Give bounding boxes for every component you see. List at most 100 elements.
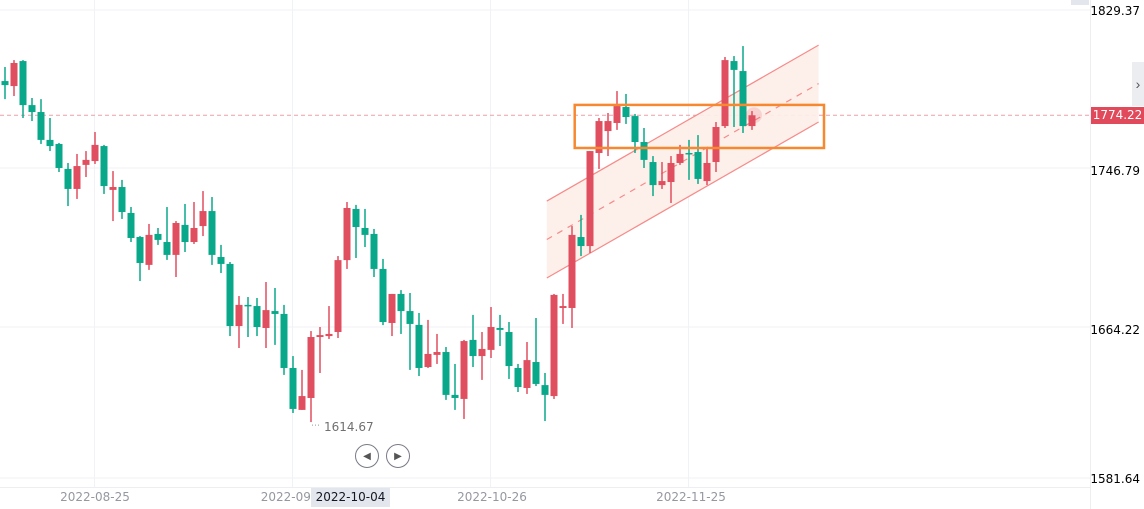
candle-down	[127, 212, 135, 238]
date-tick: 2022-11-25	[656, 490, 726, 504]
candle-up	[316, 335, 324, 338]
candle-down	[244, 304, 252, 307]
date-tick: 2022-09-	[260, 490, 316, 504]
candle-up	[550, 294, 558, 397]
candle-down	[640, 142, 648, 160]
candle-down	[181, 224, 189, 243]
candle-down	[415, 324, 423, 368]
candle-down	[685, 152, 693, 155]
candle-down	[136, 237, 144, 263]
candle-down	[442, 352, 450, 395]
candle-up	[199, 211, 207, 227]
candle-up	[325, 333, 333, 337]
candle-down	[730, 61, 738, 70]
candle-down	[514, 367, 522, 388]
candle-down	[100, 146, 108, 187]
price-tick: 1829.37	[1090, 4, 1140, 18]
candle-up	[559, 306, 567, 308]
candle-up	[82, 159, 90, 165]
scroll-right-button[interactable]: ›	[1132, 62, 1144, 106]
candle-down	[694, 152, 702, 179]
candle-down	[217, 257, 225, 264]
candle-up	[91, 144, 99, 162]
candle-up	[460, 341, 468, 399]
hover-glow	[746, 107, 762, 124]
candle-down	[649, 162, 657, 186]
highlight-rectangle	[573, 103, 826, 150]
candle-up	[109, 187, 117, 190]
candle-down	[46, 139, 54, 147]
last-price-label: 1774.22	[1091, 107, 1144, 124]
candle-up	[343, 207, 351, 261]
candle-up	[595, 121, 603, 153]
candle-down	[55, 143, 63, 168]
candle-down	[280, 313, 288, 368]
candle-up	[190, 227, 198, 243]
candle-down	[406, 311, 414, 324]
candle-up	[523, 360, 531, 388]
scroll-to-end-button[interactable]: ▶	[386, 444, 410, 468]
candle-up	[424, 353, 432, 368]
candle-down	[361, 227, 369, 235]
price-tick: 1581.64	[1090, 472, 1140, 486]
candle-up	[388, 293, 396, 323]
candle-up	[262, 310, 270, 328]
candle-down	[208, 211, 216, 255]
candles	[1, 46, 762, 423]
candle-down	[289, 367, 297, 409]
candle-down	[253, 306, 261, 328]
candle-down	[271, 311, 279, 314]
scroll-to-start-button[interactable]: ◀	[355, 444, 379, 468]
candle-up	[334, 260, 342, 333]
skip-forward-icon: ▶	[394, 450, 402, 462]
candle-up	[676, 153, 684, 163]
candle-down	[64, 168, 72, 189]
low-price-marker: 1614.67	[324, 420, 374, 434]
toolbar-stub	[1071, 0, 1089, 5]
candle-down	[154, 233, 162, 240]
candle-up	[10, 62, 18, 87]
candle-up	[298, 396, 306, 410]
candle-down	[19, 61, 27, 106]
candle-up	[613, 106, 621, 123]
candle-down	[226, 263, 234, 327]
candle-down	[451, 394, 459, 398]
candle-down	[505, 332, 513, 367]
candle-up	[721, 60, 729, 127]
candle-down	[496, 327, 504, 330]
candle-up	[478, 348, 486, 357]
candle-up	[568, 234, 576, 308]
grid	[0, 0, 1091, 509]
candle-down	[631, 116, 639, 143]
candle-up	[586, 151, 594, 247]
skip-back-icon: ◀	[363, 450, 371, 462]
candle-up	[748, 115, 756, 127]
candle-down	[1, 81, 9, 86]
candle-down	[37, 112, 45, 140]
candle-down	[397, 293, 405, 312]
candle-down	[541, 385, 549, 395]
chevron-right-icon: ›	[1135, 76, 1141, 92]
candle-down	[163, 242, 171, 255]
candle-down	[379, 268, 387, 323]
candle-up	[703, 162, 711, 182]
candle-up	[235, 304, 243, 327]
candle-up	[658, 181, 666, 186]
date-tick: 2022-10-26	[457, 490, 527, 504]
date-tick: 2022-08-25	[60, 490, 130, 504]
candle-down	[577, 237, 585, 247]
candle-down	[118, 187, 126, 213]
candle-down	[28, 105, 36, 113]
crosshair-date-label: 2022-10-04	[311, 488, 390, 507]
price-tick: 1664.22	[1090, 323, 1140, 337]
candle-down	[352, 208, 360, 228]
candle-up	[433, 352, 441, 355]
candle-up	[73, 166, 81, 189]
candle-up	[172, 222, 180, 255]
candle-down	[469, 339, 477, 357]
candle-down	[739, 71, 747, 127]
candle-up	[487, 327, 495, 350]
candle-down	[532, 362, 540, 384]
candle-up	[307, 337, 315, 398]
